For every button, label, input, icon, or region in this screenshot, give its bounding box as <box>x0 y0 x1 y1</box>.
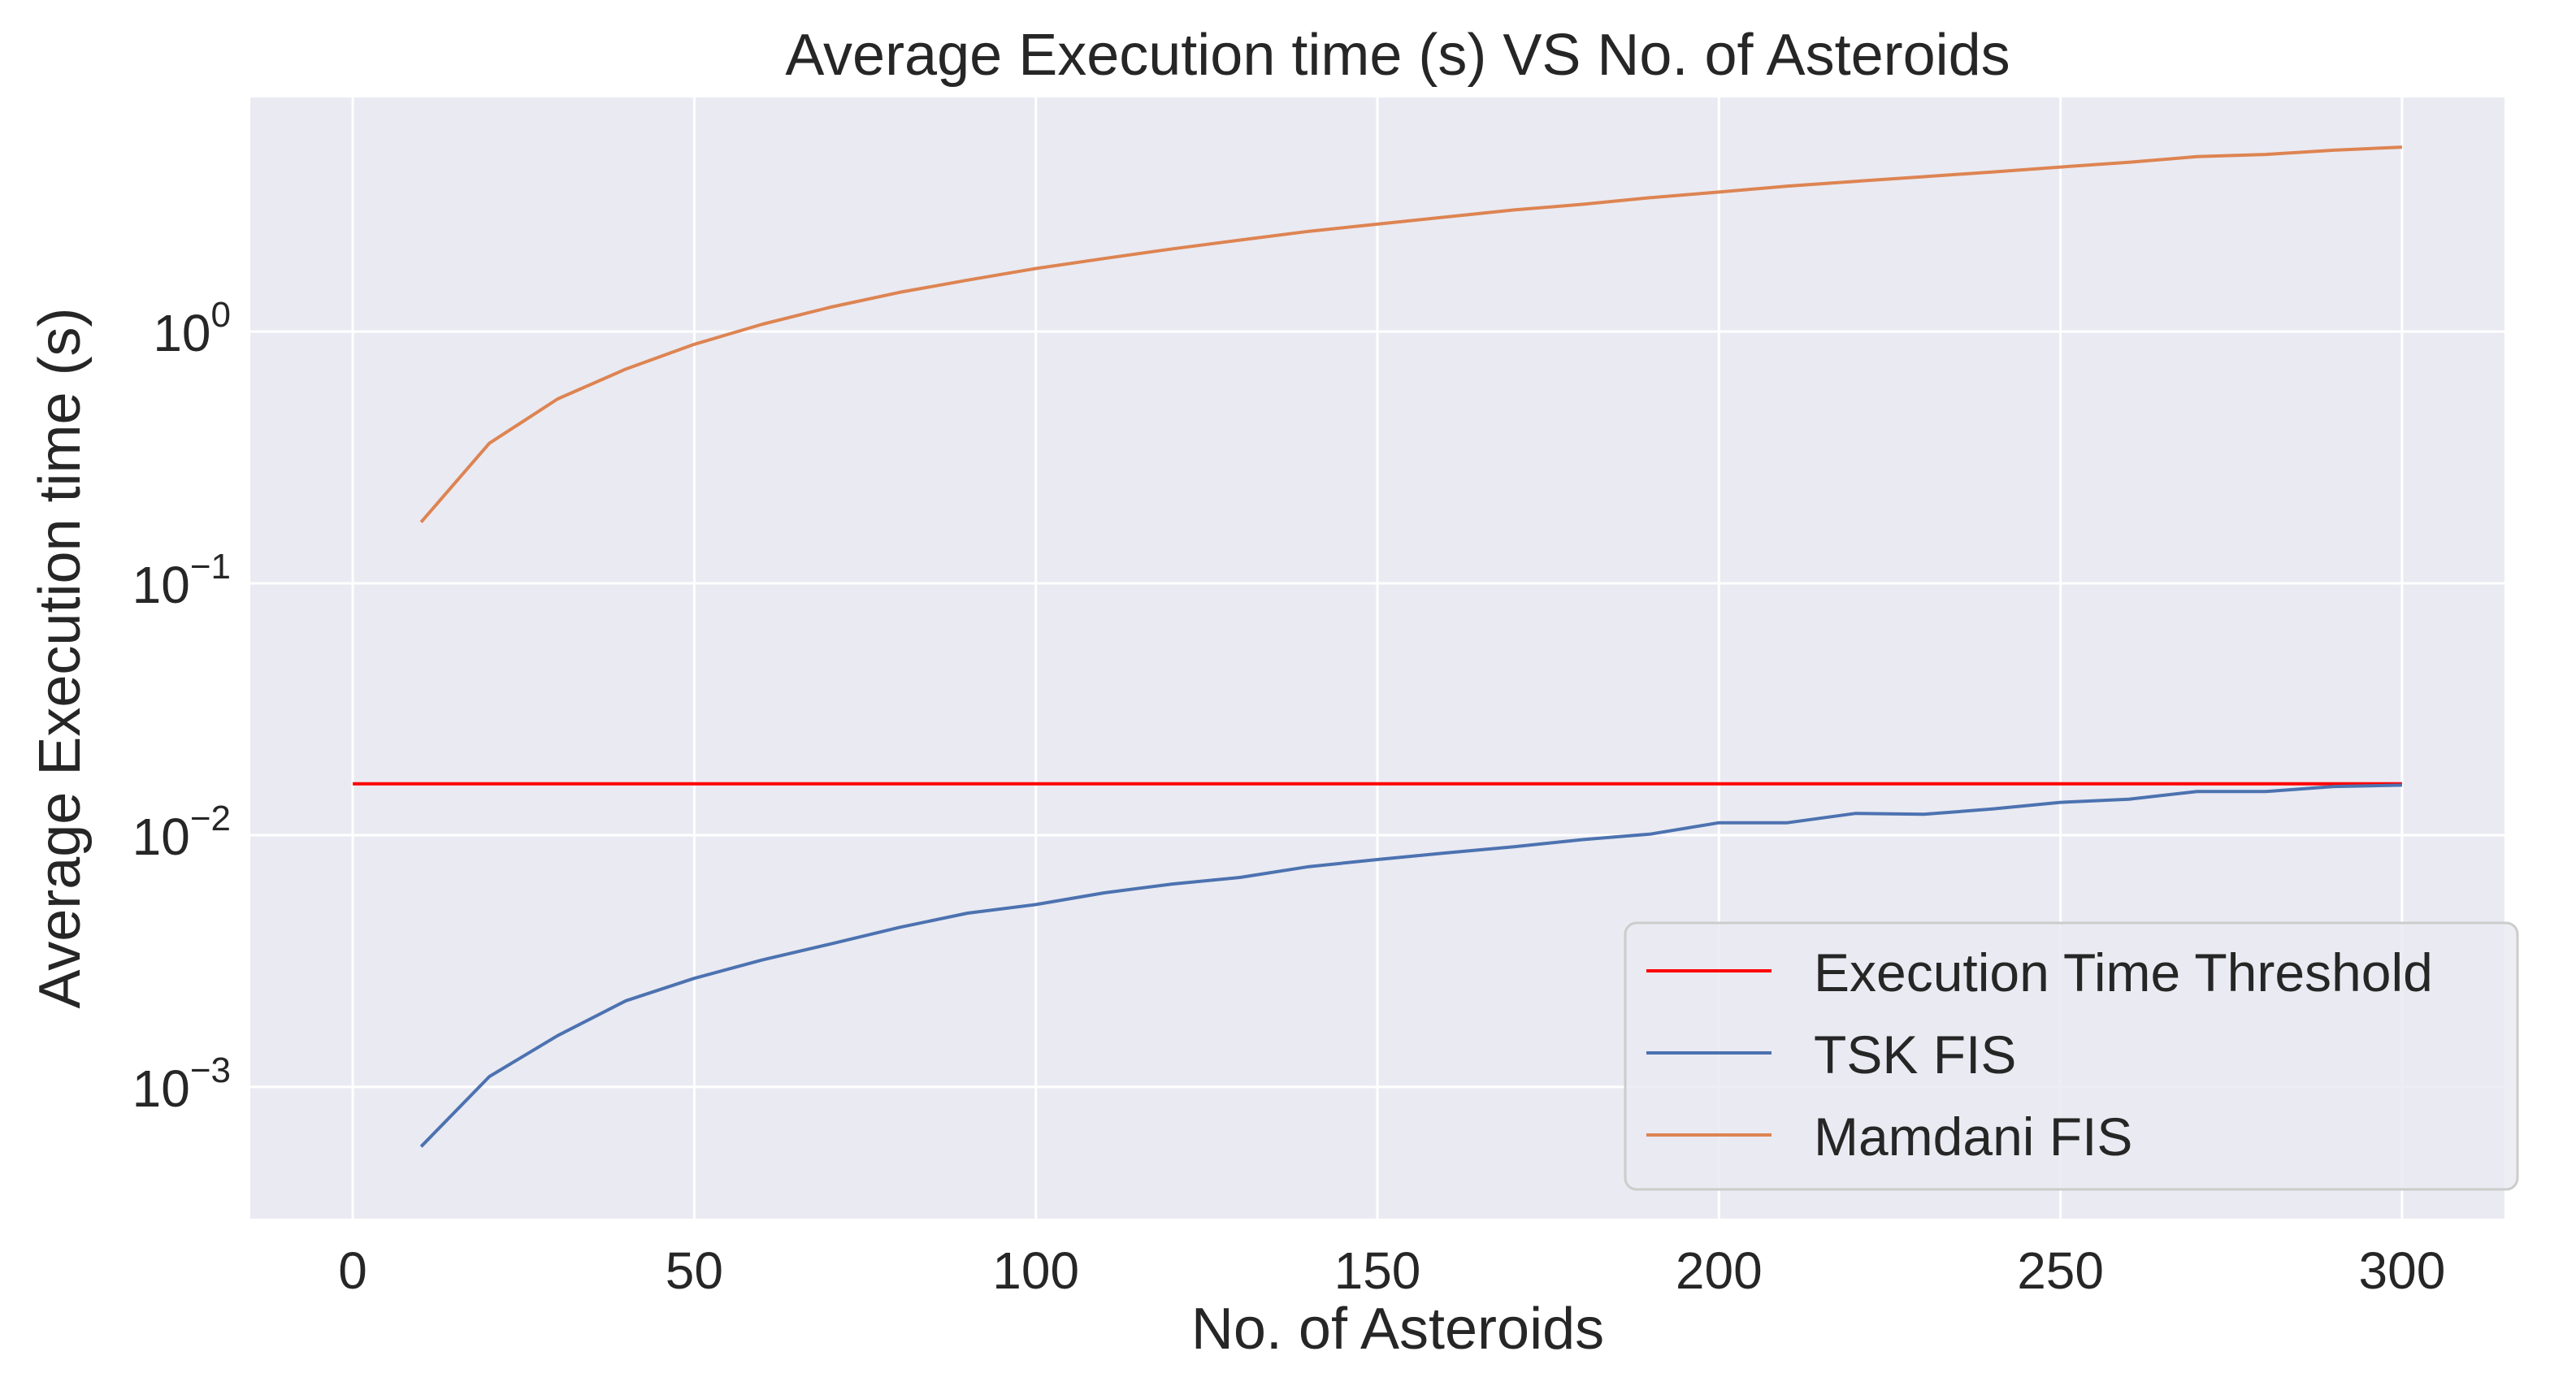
x-tick-label: 150 <box>1334 1241 1421 1300</box>
chart-title: Average Execution time (s) VS No. of Ast… <box>785 23 2010 88</box>
legend-box <box>1624 921 2519 1191</box>
x-tick-label: 200 <box>1676 1241 1763 1300</box>
grid <box>250 97 2504 1219</box>
legend: Execution Time Threshold TSK FIS Mamdani… <box>1624 921 2519 1191</box>
x-axis-label: No. of Asteroids <box>1191 1297 1604 1362</box>
legend-tsk-label: TSK FIS <box>1814 1024 2016 1085</box>
y-tick-label: 100 <box>153 295 231 362</box>
tsk-fis-line <box>419 783 2402 1148</box>
y-axis-label: Average Execution time (s) <box>28 307 93 1008</box>
y-tick-label: 10−3 <box>132 1050 231 1118</box>
series-layer <box>353 145 2402 1148</box>
tick-labels: 0 50 100 150 200 250 300 10−3 10−2 10−1 100 <box>132 295 2446 1300</box>
x-tick-label: 50 <box>666 1241 723 1300</box>
x-tick-label: 100 <box>992 1241 1079 1300</box>
y-tick-label: 10−1 <box>132 547 231 614</box>
x-tick-label: 0 <box>338 1241 367 1300</box>
legend-mamdani-label: Mamdani FIS <box>1814 1107 2132 1167</box>
x-tick-label: 250 <box>2017 1241 2104 1300</box>
mamdani-fis-line <box>419 145 2402 524</box>
x-tick-label: 300 <box>2359 1241 2446 1300</box>
legend-threshold-label: Execution Time Threshold <box>1814 942 2433 1003</box>
y-tick-label: 10−2 <box>132 799 231 866</box>
